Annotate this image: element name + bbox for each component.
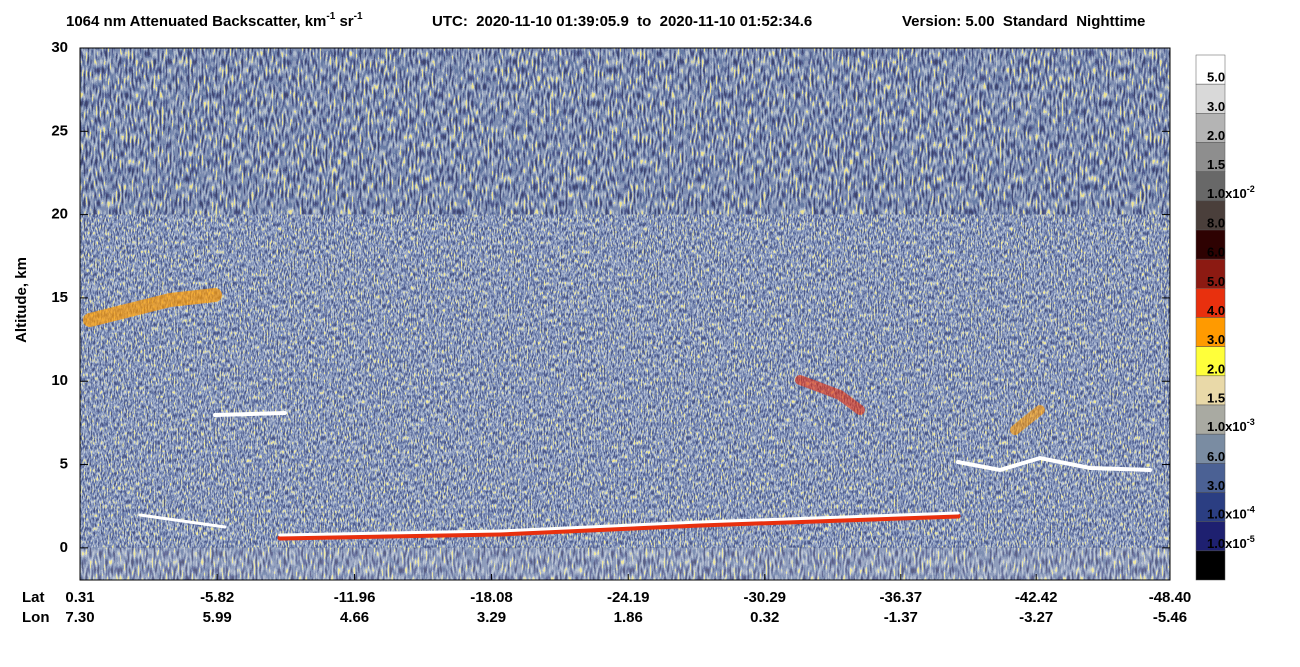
lon-tick-label: 1.86	[614, 609, 643, 626]
cloud-features	[83, 288, 1152, 541]
colorbar-label: 2.0	[1207, 361, 1225, 376]
lat-tick-label: -36.37	[880, 589, 923, 606]
colorbar-label: 5.0	[1207, 274, 1225, 289]
colorbar-swatch	[1195, 200, 1226, 231]
y-tick-label: 20	[51, 206, 68, 223]
backscatter-subsurface	[80, 547, 1170, 580]
colorbar-label: 6.0	[1207, 245, 1225, 260]
cloud-layer	[213, 411, 287, 417]
cirrus	[1010, 405, 1045, 435]
y-tick-label: 5	[60, 456, 68, 473]
colorbar-swatch	[1195, 550, 1226, 581]
colorbar-label: 3.0	[1207, 478, 1225, 493]
lat-tick-label: -18.08	[470, 589, 513, 606]
y-tick-label: 25	[51, 122, 68, 139]
colorbar-swatch	[1195, 375, 1226, 406]
lon-tick-label: 0.32	[750, 609, 779, 626]
x-row-label: Lat	[22, 589, 45, 606]
backscatter-upper	[80, 48, 1170, 215]
lon-tick-label: 5.99	[203, 609, 232, 626]
colorbar-label-exp: -4	[1247, 505, 1255, 515]
colorbar-label-base: 1.0x10	[1207, 507, 1247, 522]
backscatter-lower	[80, 214, 1170, 548]
lat-tick-label: -30.29	[743, 589, 786, 606]
colorbar-label: 6.0	[1207, 449, 1225, 464]
title-sup: -1	[326, 11, 335, 22]
utc-range: UTC: 2020-11-10 01:39:05.9 to 2020-11-10…	[432, 13, 812, 30]
colorbar-swatch	[1195, 113, 1226, 143]
lon-tick-label: -5.46	[1153, 609, 1187, 626]
lat-tick-label: -11.96	[334, 589, 376, 606]
y-tick-label: 0	[60, 539, 68, 556]
lon-tick-label: 4.66	[340, 609, 369, 626]
lat-tick-label: -24.19	[607, 589, 650, 606]
cloud-layer	[956, 455, 1152, 473]
title-text: sr	[335, 13, 354, 30]
colorbar-label: 4.0	[1207, 303, 1225, 318]
colorbar-label-base: 1.0x10	[1207, 186, 1247, 201]
plot-frame	[79, 47, 1171, 581]
colorbar-swatch	[1195, 54, 1226, 85]
x-row-label: Lon	[22, 609, 50, 626]
colorbar-label: 1.0x10-4	[1207, 505, 1255, 522]
plot-area	[80, 48, 1170, 580]
colorbar-swatch	[1195, 229, 1226, 260]
y-tick-label: 10	[51, 372, 68, 389]
lon-tick-label: 7.30	[65, 609, 94, 626]
version: Version: 5.00 Standard Nighttime	[902, 13, 1145, 30]
colorbar-swatch	[1195, 463, 1226, 493]
colorbar-label-base: 1.0x10	[1207, 420, 1247, 435]
cirrus	[795, 375, 865, 415]
colorbar-label: 1.5	[1207, 157, 1225, 172]
colorbar-label-base: 1.0x10	[1207, 536, 1247, 551]
colorbar-swatch	[1195, 142, 1226, 172]
cirrus	[83, 288, 222, 327]
colorbar-swatch	[1195, 404, 1226, 435]
colorbar-swatch	[1195, 492, 1226, 522]
colorbar-swatch	[1195, 433, 1226, 464]
lon-tick-label: -3.27	[1019, 609, 1053, 626]
colorbar-label: 3.0	[1207, 332, 1225, 347]
colorbar: 5.03.02.01.51.0x10-28.06.05.04.03.02.01.…	[1195, 54, 1255, 581]
y-tick-label: 15	[51, 289, 68, 306]
colorbar-label: 1.0x10-3	[1207, 418, 1255, 435]
chart-title: 1064 nm Attenuated Backscatter, km-1 sr-…	[66, 11, 363, 30]
y-axis-label: Altitude, km	[13, 257, 30, 343]
colorbar-label-exp: -2	[1247, 184, 1255, 194]
title-sup: -1	[354, 11, 363, 22]
colorbar-label: 1.0x10-5	[1207, 534, 1255, 551]
colorbar-swatch	[1195, 317, 1226, 347]
y-tick-label: 30	[51, 39, 68, 56]
colorbar-swatch	[1195, 171, 1226, 202]
lon-tick-label: 3.29	[477, 609, 506, 626]
cloud-layer	[138, 513, 227, 529]
axes: 0 5 10 15 20 25 30 Lat Lon 0.31 7.30 -5.82 5.99 -11.9…	[22, 39, 1191, 626]
surface-layer	[278, 511, 960, 537]
lat-tick-label: -5.82	[200, 589, 234, 606]
colorbar-label: 3.0	[1207, 99, 1225, 114]
colorbar-label: 8.0	[1207, 215, 1225, 230]
title-text: 1064 nm Attenuated Backscatter, km	[66, 13, 326, 30]
surface-layer-edge	[277, 513, 961, 541]
colorbar-label: 2.0	[1207, 128, 1225, 143]
lat-tick-label: -48.40	[1149, 589, 1192, 606]
colorbar-swatch	[1195, 288, 1226, 318]
lat-tick-label: 0.31	[65, 589, 94, 606]
colorbar-label: 5.0	[1207, 70, 1225, 85]
colorbar-label: 1.0x10-2	[1207, 184, 1255, 201]
colorbar-label-exp: -5	[1247, 534, 1255, 544]
colorbar-label: 1.5	[1207, 390, 1225, 405]
lat-tick-label: -42.42	[1015, 589, 1058, 606]
colorbar-label-exp: -3	[1247, 418, 1255, 428]
lon-tick-label: -1.37	[884, 609, 918, 626]
